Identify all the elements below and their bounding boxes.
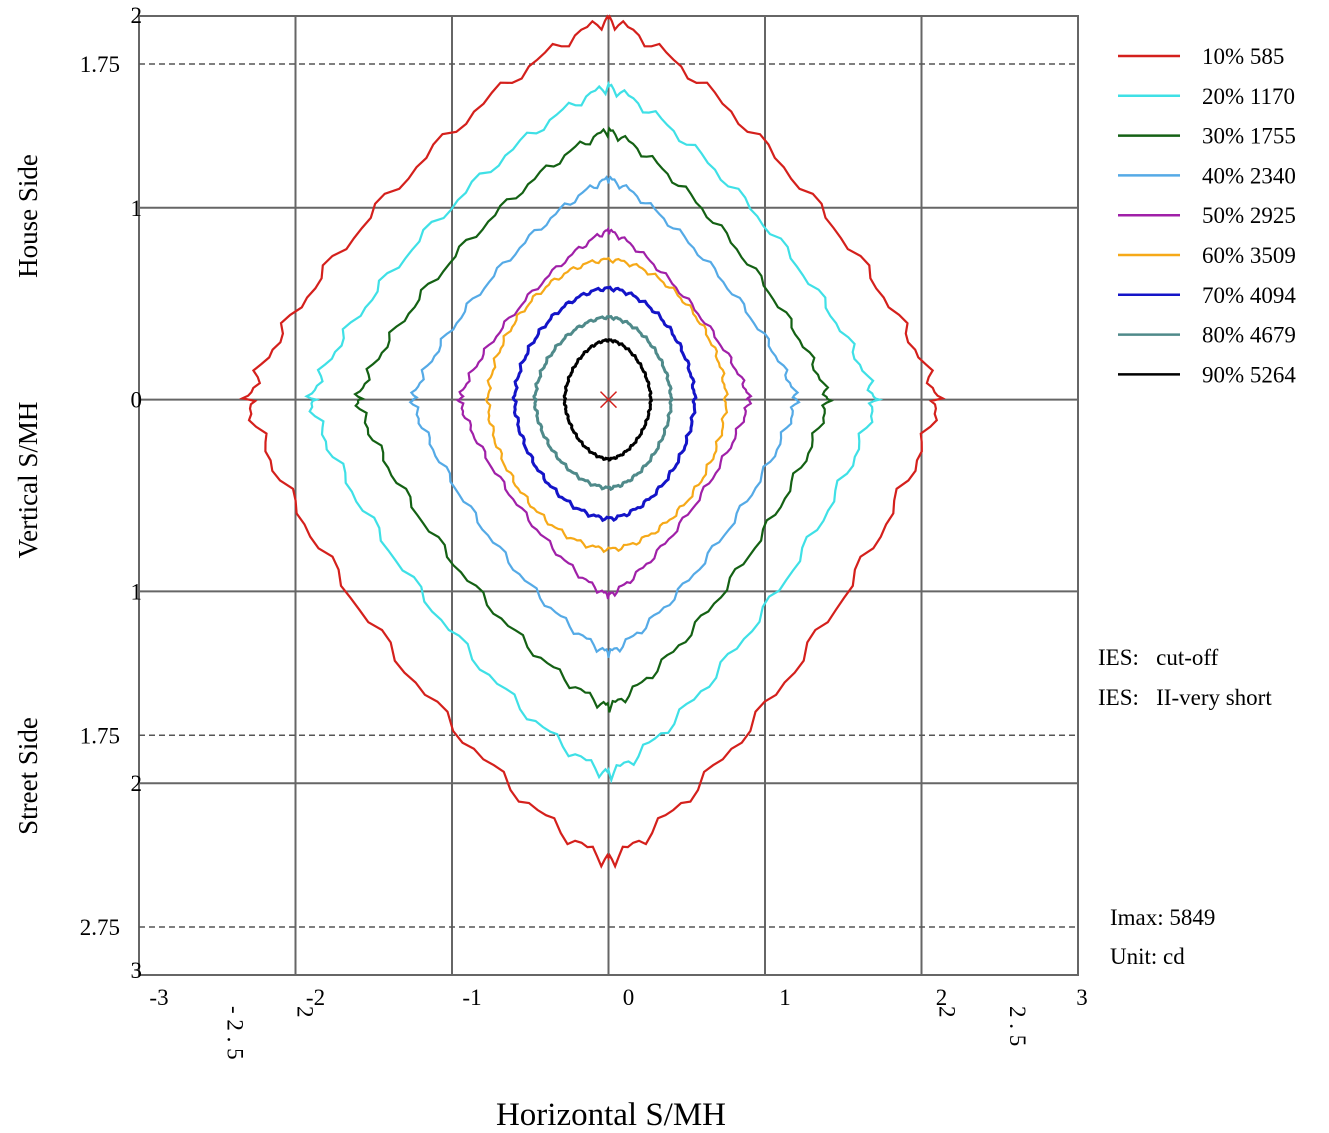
legend-label: 90% 5264	[1202, 362, 1296, 387]
contour-70-percent	[511, 285, 698, 523]
contour-30-percent	[353, 126, 834, 713]
y-axis-label: Vertical S/MH	[13, 402, 43, 559]
unit-readout: Unit: cd	[1110, 944, 1185, 969]
y-axis-ticks: 1.75 1.75 2.75 2 1 0 1 2 3	[80, 3, 142, 983]
y-tick-label: 3	[131, 958, 143, 983]
contour-90-percent	[562, 338, 654, 462]
house-side-label: House Side	[13, 154, 43, 278]
y-tick-label: 1	[131, 196, 143, 221]
y-tick-label: 2	[131, 3, 143, 28]
y-tick-label: 0	[131, 388, 143, 413]
legend-label: 70% 4094	[1202, 283, 1296, 308]
legend-label: 20% 1170	[1202, 84, 1295, 109]
contour-60-percent	[484, 256, 729, 554]
legend-label: 60% 3509	[1202, 243, 1296, 268]
legend-label: 10% 585	[1202, 44, 1284, 69]
x-tick-label: -1	[462, 985, 481, 1010]
center-marker	[599, 391, 618, 409]
grid	[138, 15, 1079, 976]
x-tick-label: 2	[936, 985, 948, 1010]
y-tick-label: 1	[131, 579, 143, 604]
x-tick-label: 3	[1076, 985, 1088, 1010]
legend-label: 30% 1755	[1202, 124, 1296, 149]
contour-50-percent	[455, 226, 753, 600]
contour-curves	[238, 14, 946, 870]
legend-label: 80% 4679	[1202, 323, 1296, 348]
center-marker-stroke	[599, 391, 618, 409]
x-tick-label: -3	[149, 985, 168, 1010]
street-side-label: Street Side	[13, 717, 43, 835]
legend-label: 50% 2925	[1202, 203, 1296, 228]
dashed-line-label: 2.75	[80, 915, 120, 940]
contour-80-percent	[532, 314, 674, 492]
ies-cutoff: IES: cut-off	[1098, 645, 1219, 670]
x-axis-label: Horizontal S/MH	[496, 1097, 726, 1133]
x-tick-label: 1	[779, 985, 791, 1010]
x-tick-label: 0	[623, 985, 635, 1010]
dashed-line-label: 1.75	[80, 52, 120, 77]
contour-20-percent	[304, 80, 884, 784]
reference-lines	[139, 63, 1078, 928]
contour-40-percent	[408, 175, 801, 658]
x-rotated-tick-label: 2 . 5	[1005, 1006, 1030, 1046]
x-tick-label: -2	[306, 985, 325, 1010]
legend-label: 40% 2340	[1202, 163, 1296, 188]
legend: 10% 585 20% 1170 30% 1755 40% 2340 50% 2925 6…	[1118, 44, 1296, 387]
x-rotated-tick-label: - 2 . 5	[222, 1006, 247, 1060]
imax-readout: Imax: 5849	[1110, 905, 1215, 930]
x-rotated-tick-label: 2	[293, 1006, 318, 1018]
plot-frame	[138, 15, 1079, 976]
y-tick-label: 2	[131, 771, 143, 796]
x-rotated-tick-label: 2	[934, 1006, 959, 1018]
dashed-line-label: 1.75	[80, 723, 120, 748]
ies-type: IES: II-very short	[1098, 685, 1272, 710]
contour-10-percent	[238, 14, 946, 870]
